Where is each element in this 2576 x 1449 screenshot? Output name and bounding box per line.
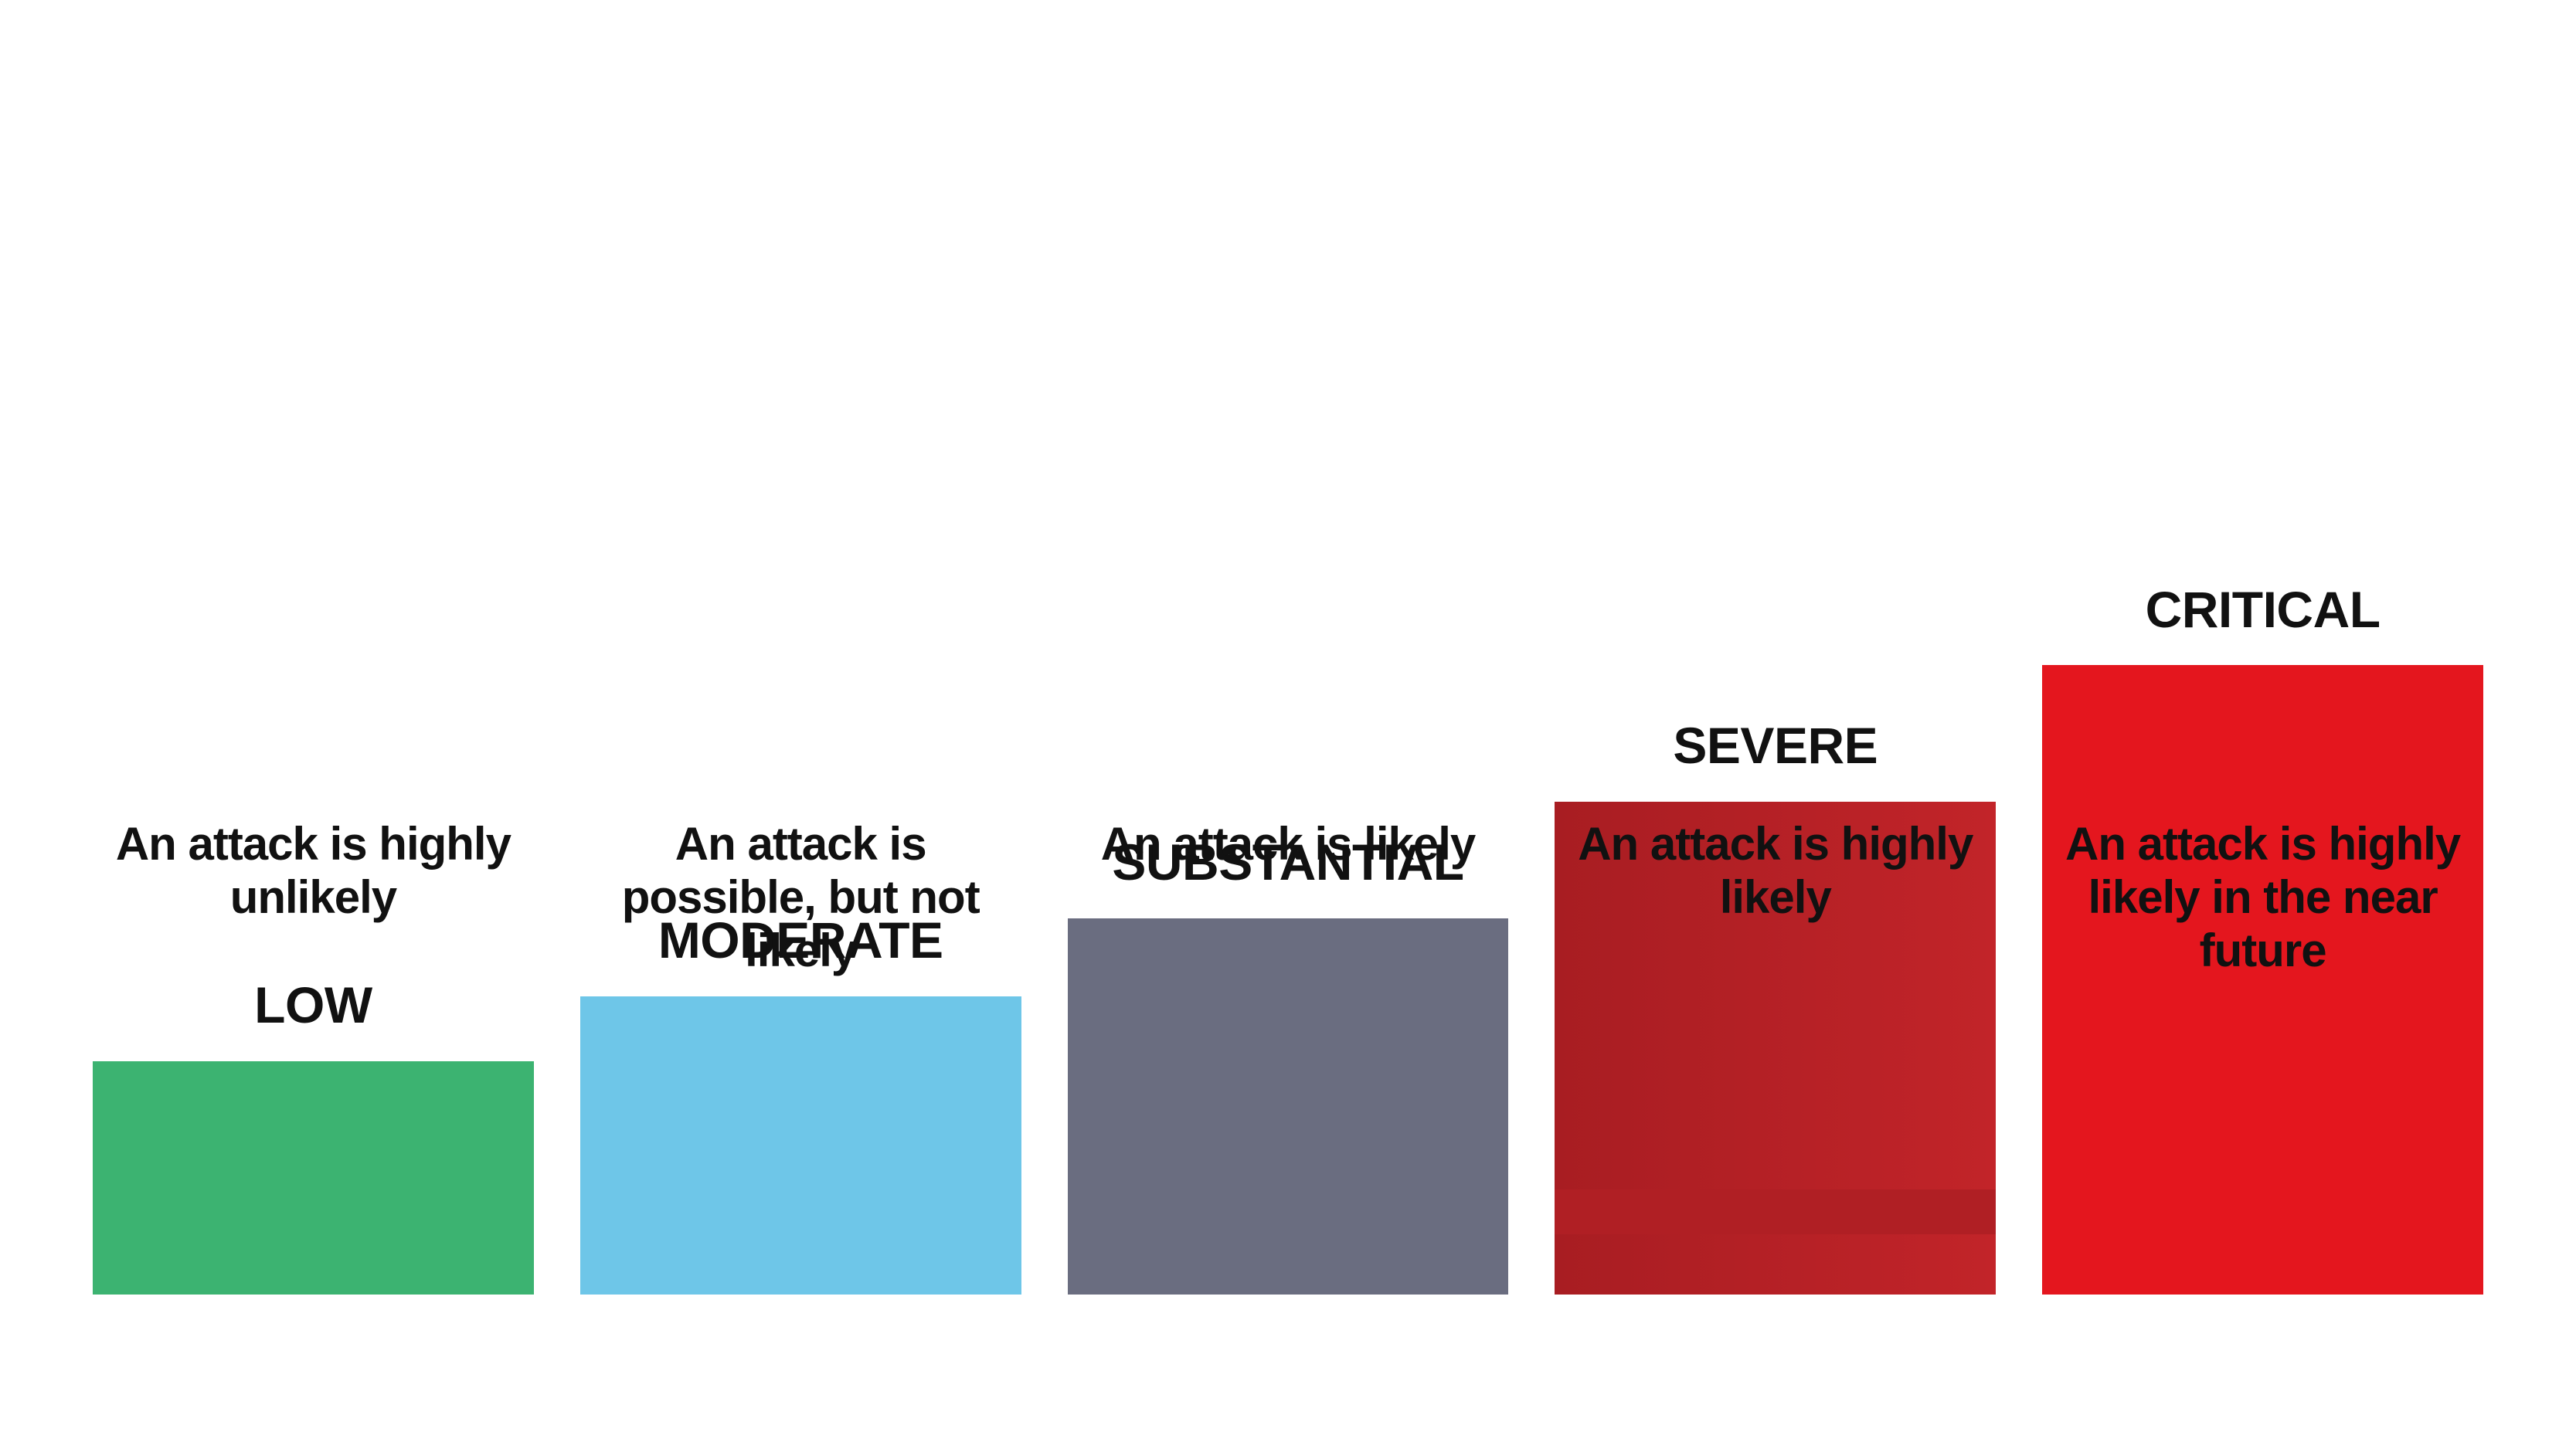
level-label-low: LOW [254, 977, 372, 1033]
swatch-critical [2042, 1189, 2483, 1234]
description-critical: An attack is highly likely in the near f… [2042, 817, 2483, 977]
description-moderate: An attack is possible, but not likely [580, 817, 1021, 977]
swatch-moderate [580, 1189, 1021, 1234]
description-row: An attack is highly unlikely An attack i… [93, 817, 2483, 977]
swatch-substantial [1068, 1189, 1509, 1234]
description-substantial: An attack is likely [1068, 817, 1509, 977]
threat-level-bars: LOW MODERATE SUBSTANTIAL SEVERE CRITICAL [93, 62, 2483, 1295]
description-low: An attack is highly unlikely [93, 817, 534, 977]
swatch-severe [1555, 1189, 1996, 1234]
swatch-low [93, 1189, 534, 1234]
description-severe: An attack is highly likely [1555, 817, 1996, 977]
bar-moderate [580, 996, 1021, 1295]
level-column-low: LOW [93, 977, 534, 1295]
bar-low [93, 1061, 534, 1295]
level-label-critical: CRITICAL [2146, 582, 2381, 638]
level-label-severe: SEVERE [1673, 718, 1878, 774]
swatch-row [93, 1189, 2483, 1234]
